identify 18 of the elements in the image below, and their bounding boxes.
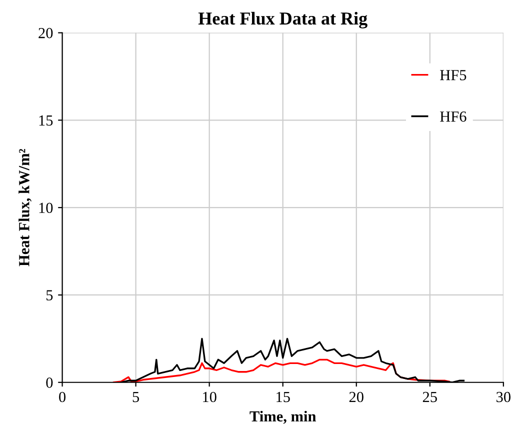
x-tick-label: 20 [349, 392, 364, 402]
y-tick-label: 0 [46, 378, 53, 388]
y-tick-label: 10 [39, 202, 53, 214]
y-axis-title: Heat Flux, kW/m² [18, 148, 32, 266]
y-tick-label: 5 [46, 290, 53, 300]
x-tick-label: 15 [276, 392, 290, 402]
y-tick-label: 20 [38, 28, 53, 38]
line-series [112, 358, 450, 382]
legend-label: HF6 [440, 111, 466, 122]
chart-title: Heat Flux Data at Rig [198, 12, 368, 28]
legend-label: HF5 [440, 70, 466, 80]
y-tick-label: 15 [39, 115, 53, 126]
x-tick-label: 10 [203, 392, 216, 402]
x-tick-label: 30 [496, 392, 510, 402]
x-tick-label: 5 [132, 392, 140, 402]
x-tick-label: 25 [422, 392, 437, 402]
x-axis-title: Time, min [250, 410, 316, 424]
x-tick-label: 0 [59, 392, 66, 402]
